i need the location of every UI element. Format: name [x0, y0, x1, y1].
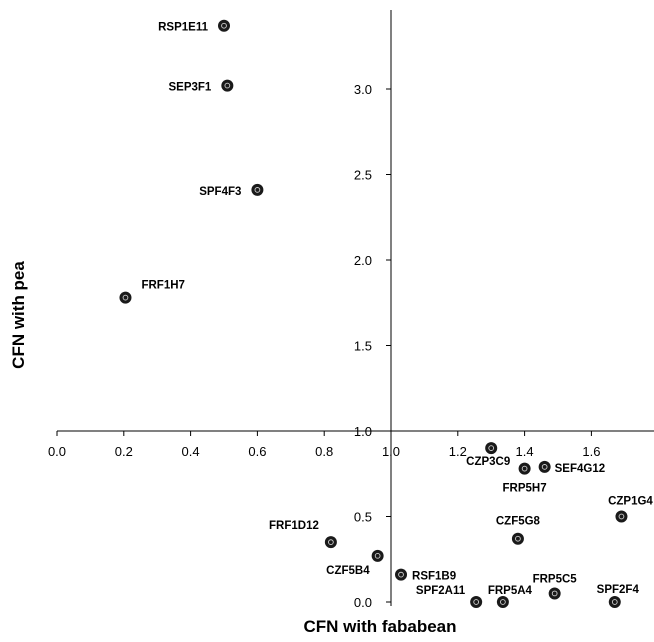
data-points: RSP1E11 SEP3F1 SPF4F3 FRF1H7 CZP3C9 FRP5H7 SEF…: [119, 19, 653, 608]
point-label: SEP3F1: [169, 82, 212, 94]
point-marker: [538, 460, 551, 473]
point-label: CZF5B4: [326, 565, 370, 577]
x-tick-label: 1.6: [582, 444, 600, 459]
point-marker-ring: [541, 464, 548, 470]
x-axis-title: CFN with fababean: [303, 617, 456, 636]
point-marker: [119, 291, 132, 304]
point-marker: [324, 536, 337, 549]
point-marker: [218, 19, 230, 32]
point-label: CZP1G4: [608, 496, 653, 508]
data-point: SEF4G12: [538, 460, 606, 475]
point-label: SPF2A11: [416, 585, 466, 597]
y-tick-label: 1.0: [354, 424, 372, 439]
point-label: RSF1B9: [412, 571, 456, 583]
point-marker-ring: [122, 294, 129, 301]
y-ticks: 0.0 0.5 1.0 1.5 2.0 2.5 3.0: [354, 82, 391, 610]
point-marker: [511, 532, 524, 545]
point-marker: [221, 79, 234, 92]
data-point: FRP5H7: [503, 462, 547, 495]
point-marker-ring: [374, 552, 381, 559]
data-point: CZP3C9: [466, 442, 510, 468]
point-marker-ring: [488, 445, 495, 451]
x-tick-label: 0.0: [48, 444, 66, 459]
y-tick-label: 1.5: [354, 339, 372, 354]
point-marker-ring: [398, 571, 404, 578]
point-marker-ring: [618, 513, 625, 520]
data-point: SEP3F1: [169, 79, 234, 94]
y-tick-label: 2.0: [354, 253, 372, 268]
point-marker-ring: [515, 535, 521, 542]
data-point: RSF1B9: [395, 568, 456, 583]
x-tick-label: 1.0: [382, 444, 400, 459]
point-label: SEF4G12: [555, 463, 606, 475]
data-point: CZF5B4: [326, 549, 384, 577]
point-marker: [518, 462, 531, 475]
data-point: SPF2A11: [416, 585, 483, 608]
data-point: CZP1G4: [608, 496, 653, 523]
point-label: SPF4F3: [199, 186, 241, 198]
point-marker-ring: [328, 539, 334, 546]
point-marker: [251, 183, 264, 196]
data-point: FRF1H7: [119, 280, 185, 304]
point-label: CZF5G8: [496, 516, 541, 528]
x-tick-label: 0.8: [315, 444, 333, 459]
point-label: FRF1H7: [141, 280, 184, 292]
y-tick-label: 0.5: [354, 510, 372, 525]
data-point: RSP1E11: [158, 19, 230, 34]
point-marker: [496, 596, 509, 608]
y-tick-label: 0.0: [354, 595, 372, 610]
y-tick-label: 3.0: [354, 82, 372, 97]
point-marker: [615, 510, 628, 523]
data-point: SPF4F3: [199, 183, 264, 198]
point-marker-ring: [254, 187, 261, 193]
point-marker: [485, 442, 498, 455]
point-marker: [470, 596, 483, 608]
point-marker: [371, 549, 384, 562]
point-marker-ring: [224, 82, 231, 89]
point-label: RSP1E11: [158, 22, 208, 34]
point-label: FRP5C5: [533, 573, 578, 585]
data-point: FRP5C5: [533, 573, 578, 600]
x-tick-label: 0.2: [115, 444, 133, 459]
data-point: FRP5A4: [488, 585, 533, 608]
x-tick-label: 0.6: [248, 444, 266, 459]
x-tick-label: 1.4: [516, 444, 534, 459]
point-marker-ring: [611, 599, 618, 605]
point-label: CZP3C9: [466, 456, 510, 468]
x-tick-label: 1.2: [449, 444, 467, 459]
point-label: FRP5A4: [488, 585, 533, 597]
point-marker-ring: [221, 22, 227, 29]
data-point: SPF2F4: [597, 584, 640, 608]
point-label: FRF1D12: [269, 520, 319, 532]
data-point: FRF1D12: [269, 520, 337, 549]
x-ticks: 0.0 0.2 0.4 0.6 0.8 1.0 1.2 1.4 1.6: [48, 431, 600, 459]
point-marker: [548, 587, 561, 600]
point-marker: [395, 568, 408, 581]
point-label: FRP5H7: [503, 483, 547, 495]
point-marker-ring: [551, 590, 558, 597]
point-label: SPF2F4: [597, 584, 640, 596]
y-tick-label: 2.5: [354, 168, 372, 183]
point-marker-ring: [521, 465, 528, 472]
y-axis-title: CFN with pea: [9, 261, 28, 369]
x-tick-label: 0.4: [182, 444, 200, 459]
point-marker-ring: [500, 599, 506, 605]
point-marker-ring: [473, 599, 480, 605]
point-marker: [608, 596, 621, 608]
data-point: CZF5G8: [496, 516, 541, 545]
